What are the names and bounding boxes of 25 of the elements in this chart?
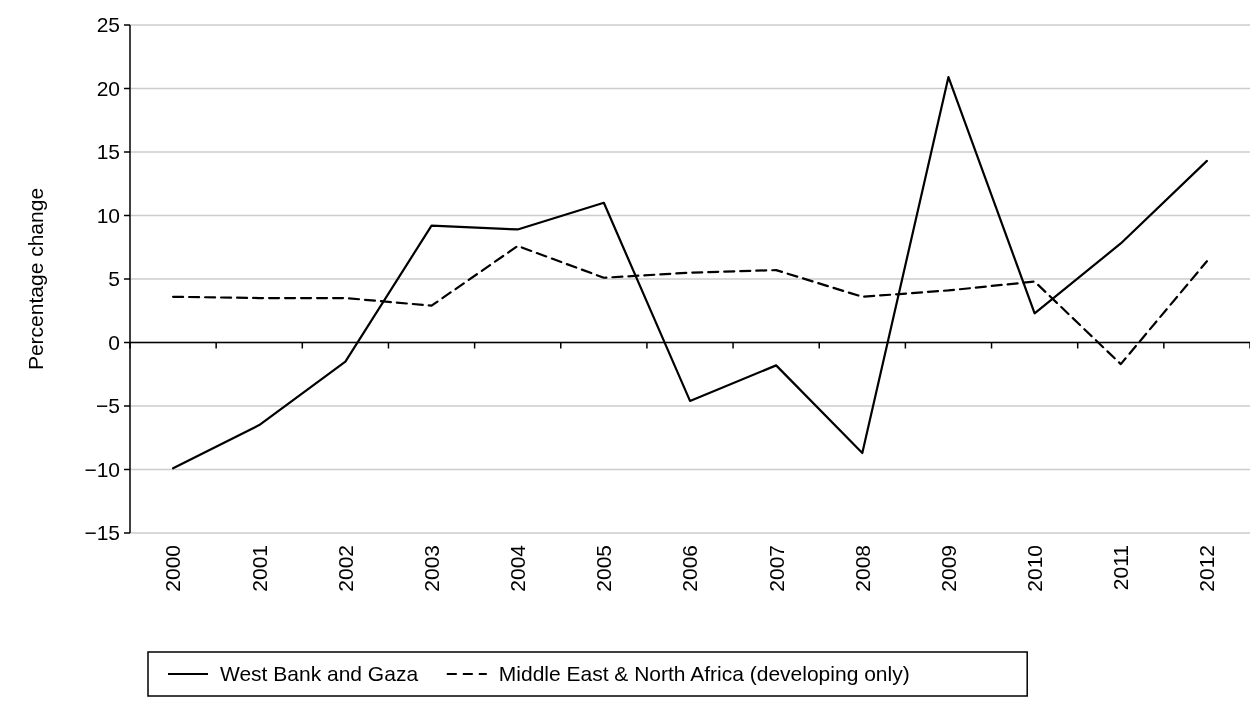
x-tick-label: 2000 <box>161 545 185 592</box>
x-tick-label: 2002 <box>333 545 357 592</box>
x-tick-label: 2003 <box>419 545 443 592</box>
x-tick-label: 2007 <box>764 545 788 592</box>
y-tick-label: 10 <box>96 203 120 227</box>
x-tick-label: 2012 <box>1195 545 1219 592</box>
x-tick-label: 2008 <box>850 545 874 592</box>
x-tick-label: 2009 <box>936 545 960 592</box>
y-tick-label: 5 <box>108 267 120 291</box>
x-tick-label: 2005 <box>592 545 616 592</box>
y-tick-label: −15 <box>84 521 120 545</box>
y-axis-title: Percentage change <box>23 187 47 371</box>
y-tick-label: −5 <box>96 394 120 418</box>
x-tick-label: 2001 <box>247 545 271 592</box>
legend-label: West Bank and Gaza <box>220 662 419 686</box>
y-tick-label: 15 <box>96 140 120 164</box>
y-tick-label: 25 <box>96 13 120 37</box>
x-tick-label: 2006 <box>678 545 702 592</box>
y-tick-label: −10 <box>84 457 120 481</box>
x-tick-label: 2011 <box>1109 545 1133 591</box>
y-tick-label: 0 <box>108 330 120 354</box>
y-tick-label: 20 <box>96 76 120 100</box>
x-tick-label: 2010 <box>1022 545 1046 592</box>
x-tick-label: 2004 <box>506 544 530 592</box>
legend-label: Middle East & North Africa (developing only) <box>498 662 910 686</box>
